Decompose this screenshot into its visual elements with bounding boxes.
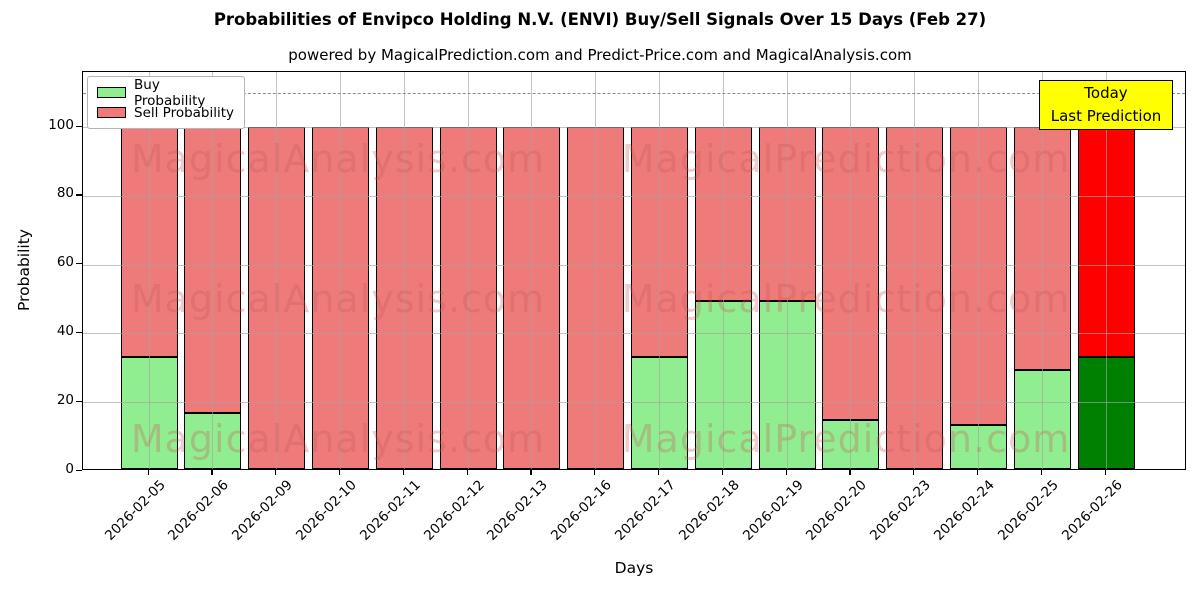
x-axis-label: Days bbox=[614, 559, 654, 577]
v-gridline bbox=[595, 72, 597, 469]
y-tick-label: 40 bbox=[56, 322, 74, 339]
x-tick bbox=[1040, 470, 1042, 475]
legend-sell-label: Sell Probability bbox=[134, 104, 235, 121]
v-gridline bbox=[914, 72, 916, 469]
h-gridline bbox=[83, 402, 1185, 404]
h-gridline bbox=[83, 195, 1185, 197]
legend-item-sell: Sell Probability bbox=[97, 104, 235, 121]
x-tick bbox=[657, 470, 660, 475]
x-tick-label: 2026-02-09 bbox=[229, 477, 296, 544]
y-tick bbox=[76, 400, 82, 402]
x-tick bbox=[849, 470, 851, 475]
v-gridline bbox=[658, 72, 660, 469]
x-tick-label: 2026-02-20 bbox=[803, 477, 871, 544]
x-tick bbox=[147, 470, 149, 475]
x-tick-label: 2026-02-25 bbox=[994, 477, 1062, 544]
x-tick bbox=[530, 470, 532, 475]
x-tick-label: 2026-02-13 bbox=[484, 477, 552, 544]
y-tick-label: 60 bbox=[56, 254, 74, 271]
x-tick bbox=[1104, 470, 1106, 475]
y-tick-label: 100 bbox=[48, 116, 74, 133]
y-tick bbox=[76, 263, 82, 265]
legend-buy-label: Buy Probability bbox=[134, 76, 206, 109]
y-tick-label: 0 bbox=[65, 460, 74, 477]
x-tick-label: 2026-02-11 bbox=[356, 477, 424, 544]
watermark-text: MagicalAnalysis.com bbox=[130, 417, 546, 461]
y-tick bbox=[76, 194, 82, 196]
h-gridline bbox=[83, 264, 1185, 266]
v-gridline bbox=[148, 72, 150, 469]
x-tick bbox=[721, 470, 723, 475]
v-gridline bbox=[276, 72, 278, 469]
watermark-text: MagicalPrediction.com bbox=[621, 137, 1071, 181]
x-tick bbox=[594, 470, 596, 475]
x-tick bbox=[466, 470, 468, 475]
today-annotation-line1: Today bbox=[1084, 84, 1128, 102]
v-gridline bbox=[722, 72, 724, 469]
x-tick-label: 2026-02-18 bbox=[675, 477, 743, 544]
watermark-text: MagicalAnalysis.com bbox=[130, 137, 546, 181]
v-gridline bbox=[786, 72, 788, 469]
today-annotation-line2: Last Prediction bbox=[1050, 107, 1162, 126]
v-gridline bbox=[467, 72, 469, 469]
y-tick-label: 80 bbox=[56, 185, 74, 202]
x-tick-label: 2026-02-05 bbox=[101, 477, 169, 544]
legend: Buy Probability Sell Probability bbox=[87, 76, 245, 129]
x-tick bbox=[338, 470, 341, 475]
y-tick-label: 20 bbox=[56, 391, 74, 408]
today-annotation: Today Last Prediction bbox=[1039, 80, 1173, 130]
buy-swatch-icon bbox=[97, 87, 126, 98]
x-tick-label: 2026-02-17 bbox=[611, 477, 679, 544]
plot-area: MagicalAnalysis.com MagicalPrediction.com… bbox=[82, 71, 1186, 470]
h-gridline bbox=[83, 127, 1185, 129]
v-gridline bbox=[403, 72, 405, 469]
chart-subtitle: powered by MagicalPrediction.com and Pre… bbox=[288, 46, 912, 64]
v-gridline bbox=[977, 72, 979, 469]
v-gridline bbox=[1041, 72, 1043, 469]
chart-title: Probabilities of Envipco Holding N.V. (E… bbox=[213, 10, 987, 29]
x-tick bbox=[976, 470, 979, 475]
y-tick bbox=[76, 331, 82, 334]
x-tick-label: 2026-02-19 bbox=[739, 477, 807, 544]
watermark-text: MagicalAnalysis.com bbox=[130, 277, 546, 321]
x-tick-label: 2026-02-23 bbox=[867, 477, 934, 544]
x-tick bbox=[275, 470, 277, 475]
x-tick-label: 2026-02-24 bbox=[930, 477, 998, 544]
v-gridline bbox=[531, 72, 533, 469]
sell-swatch-icon bbox=[97, 107, 126, 118]
x-tick-label: 2026-02-06 bbox=[165, 477, 233, 544]
y-tick bbox=[76, 469, 82, 471]
v-gridline bbox=[850, 72, 852, 469]
y-tick bbox=[76, 125, 82, 127]
watermark-text: MagicalPrediction.com bbox=[621, 417, 1071, 461]
v-gridline bbox=[1105, 72, 1107, 469]
x-tick bbox=[211, 470, 213, 475]
watermark-text: MagicalPrediction.com bbox=[621, 277, 1071, 321]
x-tick-label: 2026-02-10 bbox=[292, 477, 360, 544]
v-gridline bbox=[212, 72, 214, 469]
x-tick-label: 2026-02-12 bbox=[420, 477, 488, 544]
x-tick-label: 2026-02-26 bbox=[1058, 477, 1126, 544]
threshold-dashed-line bbox=[83, 92, 1185, 94]
x-tick-label: 2026-02-16 bbox=[548, 477, 615, 544]
x-tick bbox=[785, 470, 787, 475]
x-tick bbox=[913, 470, 915, 475]
x-tick bbox=[402, 470, 404, 475]
y-axis-label: Probability bbox=[15, 229, 33, 311]
h-gridline bbox=[83, 333, 1185, 335]
v-gridline bbox=[339, 72, 341, 469]
legend-item-buy: Buy Probability bbox=[97, 77, 235, 109]
